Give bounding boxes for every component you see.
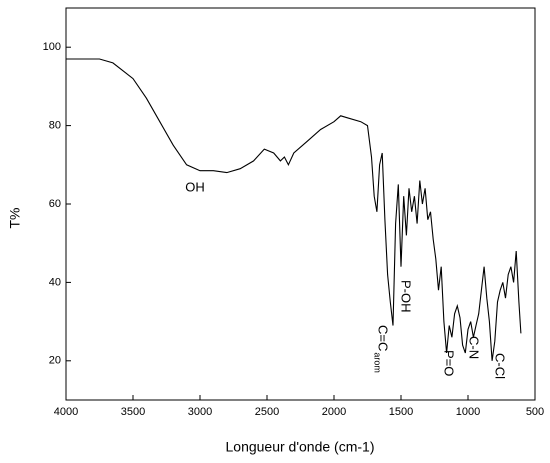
x-tick-label: 1000	[456, 406, 480, 418]
y-tick-label: 40	[49, 276, 61, 288]
y-tick-label: 80	[49, 120, 61, 132]
x-tick-label: 3500	[121, 406, 145, 418]
x-tick-label: 4000	[54, 406, 78, 418]
y-tick-label: 60	[49, 198, 61, 210]
annotation: C=C	[376, 325, 391, 351]
annotation: C-N	[467, 336, 482, 359]
annotation: P-OH	[399, 280, 414, 313]
x-tick-label: 2000	[322, 406, 346, 418]
annotation: P=O	[442, 350, 457, 376]
annotation-subscript: arom	[373, 352, 383, 373]
y-tick-label: 20	[49, 355, 61, 367]
x-tick-label: 2500	[255, 406, 279, 418]
y-tick-label: 100	[43, 41, 61, 53]
x-tick-label: 500	[526, 406, 544, 418]
plot-frame	[65, 7, 536, 401]
spectrum-line	[66, 58, 522, 361]
x-tick-label: 1500	[389, 406, 413, 418]
x-tick-label: 3000	[188, 406, 212, 418]
annotation: C-Cl	[493, 353, 508, 379]
y-axis-title: T%	[7, 208, 23, 229]
annotation: OH	[185, 179, 205, 194]
x-axis-title: Longueur d'onde (cm-1)	[226, 439, 375, 455]
